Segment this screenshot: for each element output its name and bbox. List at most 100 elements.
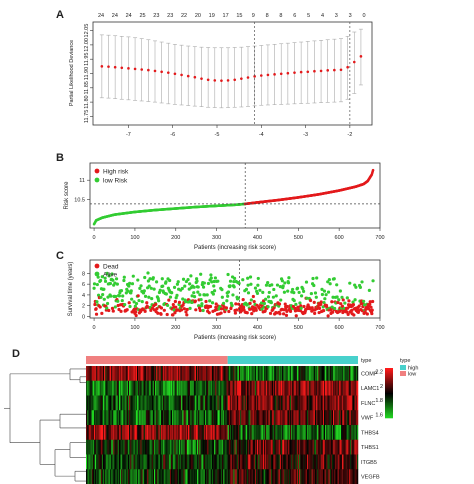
dead-point [360, 309, 365, 313]
heatmap-cell [277, 380, 279, 396]
heatmap-cell [224, 395, 226, 411]
heatmap-cell [313, 380, 316, 396]
heatmap-cell [137, 439, 139, 455]
heatmap-cell [199, 425, 201, 440]
heatmap-cell [286, 395, 288, 411]
heatmap-cell [195, 454, 198, 470]
heatmap-cell [286, 410, 288, 426]
heatmap-cell [308, 380, 310, 396]
color-scale-bin [385, 410, 393, 413]
heatmap-cell [267, 439, 269, 455]
heatmap-cell [192, 439, 194, 455]
heatmap-cell [330, 380, 333, 396]
heatmap-cell [311, 439, 313, 455]
heatmap-cell [273, 380, 275, 396]
heatmap-cell [201, 425, 203, 440]
heatmap-cell [242, 454, 244, 470]
heatmap-cell [173, 425, 175, 440]
heatmap-cell [325, 366, 327, 381]
heatmap-cell [270, 454, 273, 470]
heatmap-cell [205, 439, 207, 455]
heatmap-cell [314, 366, 317, 381]
heatmap-cell [257, 366, 259, 381]
heatmap-cell [271, 395, 274, 411]
heatmap-cell [188, 410, 190, 426]
heatmap-cell [287, 366, 290, 381]
alive-point [253, 286, 258, 290]
heatmap-cell [191, 439, 193, 455]
heatmap-cell [195, 439, 198, 455]
heatmap-cell [280, 454, 283, 470]
heatmap-cell [346, 469, 349, 484]
heatmap-cell [127, 410, 130, 426]
x-tick-label: -7 [126, 132, 131, 138]
heatmap-cell [191, 454, 193, 470]
heatmap-cell [109, 425, 112, 440]
heatmap-cell [321, 410, 324, 426]
heatmap-cell [210, 366, 213, 381]
heatmap-cell [235, 410, 237, 426]
heatmap-cell [140, 366, 142, 381]
heatmap-cell [215, 366, 217, 381]
heatmap-cell [276, 439, 278, 455]
alive-point [209, 276, 213, 280]
heatmap-cell [193, 454, 196, 470]
heatmap-cell [297, 410, 300, 426]
heatmap-cell [249, 395, 251, 411]
heatmap-cell [232, 410, 234, 426]
heatmap-cell [150, 366, 152, 381]
heatmap-cell [177, 439, 180, 455]
heatmap-cell [198, 410, 200, 426]
dead-point [185, 313, 189, 317]
heatmap-cell [279, 425, 282, 440]
heatmap-cell [233, 410, 235, 426]
heatmap-cell [197, 469, 199, 484]
heatmap-cell [180, 366, 182, 381]
heatmap-cell [271, 380, 274, 396]
heatmap-cell [325, 469, 327, 484]
heatmap-cell [248, 380, 250, 396]
heatmap-cell [318, 366, 320, 381]
deviance-point [326, 69, 330, 72]
heatmap-cell [236, 366, 239, 381]
heatmap-cell [319, 380, 321, 396]
heatmap-cell [222, 380, 224, 396]
alive-point [117, 294, 122, 298]
heatmap-cell [271, 469, 274, 484]
heatmap-cell [101, 454, 104, 470]
heatmap-cell [305, 469, 308, 484]
heatmap-cell [308, 425, 310, 440]
heatmap-cell [207, 410, 209, 426]
heatmap-cell [294, 425, 296, 440]
heatmap-cell [287, 380, 290, 396]
heatmap-cell [342, 410, 344, 426]
heatmap-cell [97, 469, 99, 484]
heatmap-cell [133, 469, 135, 484]
heatmap-cell [132, 366, 134, 381]
heatmap-cell [266, 410, 268, 426]
heatmap-cell [203, 439, 206, 455]
heatmap-cell [125, 380, 128, 396]
heatmap-cell [212, 469, 215, 484]
dead-point [111, 309, 115, 313]
heatmap-cell [267, 425, 269, 440]
heatmap-cell [285, 439, 287, 455]
heatmap-cell [167, 454, 169, 470]
heatmap-cell [116, 410, 118, 426]
heatmap-cell [183, 425, 185, 440]
dead-point [370, 308, 374, 312]
heatmap-cell [347, 410, 350, 426]
heatmap-cell [310, 380, 312, 396]
heatmap-cell [146, 380, 148, 396]
heatmap-cell [246, 454, 249, 470]
heatmap-cell [193, 380, 196, 396]
heatmap-cell [348, 395, 351, 411]
heatmap-cell [208, 454, 210, 470]
heatmap-cell [280, 366, 283, 381]
heatmap-cell [262, 395, 265, 411]
heatmap-cell [267, 380, 269, 396]
heatmap-cell [217, 454, 219, 470]
heatmap-cell [270, 425, 273, 440]
heatmap-cell [103, 425, 105, 440]
heatmap-cell [257, 380, 259, 396]
